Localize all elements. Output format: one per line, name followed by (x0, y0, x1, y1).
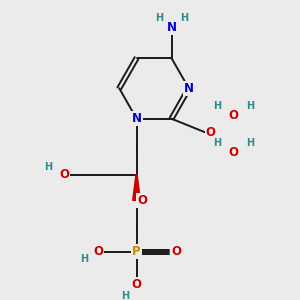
Text: P: P (132, 245, 141, 258)
Text: H: H (180, 13, 188, 23)
Text: H: H (213, 138, 221, 148)
Text: O: O (206, 126, 216, 139)
Text: H: H (246, 101, 254, 111)
Text: H: H (80, 254, 88, 265)
Text: O: O (171, 245, 181, 258)
Text: H: H (246, 138, 254, 148)
Text: O: O (229, 146, 238, 159)
Text: O: O (59, 168, 69, 181)
Polygon shape (133, 175, 140, 200)
Text: H: H (155, 13, 163, 23)
Text: N: N (132, 112, 142, 125)
Text: O: O (229, 110, 238, 122)
Text: H: H (44, 162, 52, 172)
Text: O: O (132, 278, 142, 291)
Text: H: H (121, 291, 129, 300)
Text: N: N (184, 82, 194, 95)
Text: O: O (137, 194, 147, 207)
Text: H: H (213, 101, 221, 111)
Text: N: N (167, 21, 176, 34)
Text: O: O (93, 245, 103, 258)
